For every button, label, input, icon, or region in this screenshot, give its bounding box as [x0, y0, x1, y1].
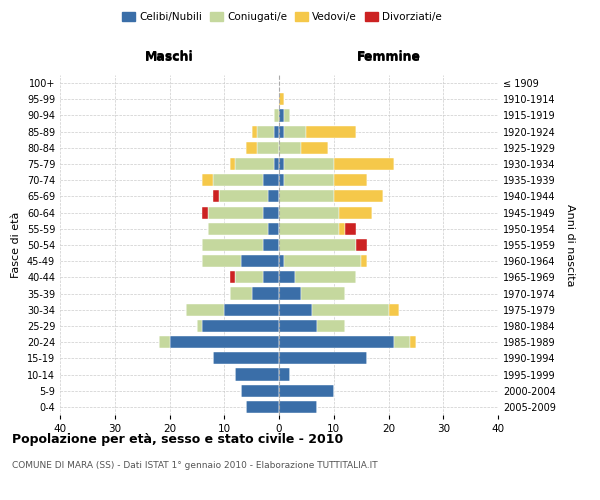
- Bar: [279, 126, 284, 138]
- Bar: [317, 320, 344, 332]
- Bar: [394, 336, 410, 348]
- Bar: [389, 304, 400, 316]
- Bar: [279, 288, 301, 300]
- Bar: [361, 255, 367, 268]
- Bar: [312, 304, 389, 316]
- Bar: [410, 336, 416, 348]
- Text: Maschi: Maschi: [145, 50, 194, 64]
- Bar: [295, 272, 356, 283]
- Bar: [214, 190, 219, 202]
- Bar: [279, 239, 356, 251]
- Text: Femmine: Femmine: [356, 50, 421, 64]
- Bar: [219, 190, 268, 202]
- Bar: [257, 126, 274, 138]
- Bar: [279, 190, 334, 202]
- Bar: [279, 142, 301, 154]
- Bar: [279, 174, 284, 186]
- Bar: [251, 126, 257, 138]
- Bar: [246, 142, 257, 154]
- Bar: [230, 272, 235, 283]
- Bar: [279, 272, 295, 283]
- Bar: [241, 384, 279, 397]
- Bar: [279, 401, 317, 413]
- Bar: [158, 336, 169, 348]
- Bar: [202, 206, 208, 218]
- Bar: [230, 158, 235, 170]
- Bar: [235, 272, 263, 283]
- Bar: [214, 352, 279, 364]
- Y-axis label: Fasce di età: Fasce di età: [11, 212, 21, 278]
- Bar: [279, 110, 284, 122]
- Bar: [246, 401, 279, 413]
- Bar: [279, 93, 284, 106]
- Bar: [202, 174, 214, 186]
- Bar: [279, 255, 284, 268]
- Bar: [263, 174, 279, 186]
- Bar: [356, 239, 367, 251]
- Bar: [274, 158, 279, 170]
- Bar: [279, 368, 290, 380]
- Bar: [235, 158, 274, 170]
- Bar: [339, 206, 372, 218]
- Bar: [169, 336, 279, 348]
- Bar: [334, 174, 367, 186]
- Bar: [274, 110, 279, 122]
- Bar: [208, 222, 268, 235]
- Y-axis label: Anni di nascita: Anni di nascita: [565, 204, 575, 286]
- Bar: [202, 255, 241, 268]
- Legend: Celibi/Nubili, Coniugati/e, Vedovi/e, Divorziati/e: Celibi/Nubili, Coniugati/e, Vedovi/e, Di…: [118, 8, 446, 26]
- Bar: [345, 222, 356, 235]
- Bar: [334, 190, 383, 202]
- Bar: [307, 126, 356, 138]
- Text: COMUNE DI MARA (SS) - Dati ISTAT 1° gennaio 2010 - Elaborazione TUTTITALIA.IT: COMUNE DI MARA (SS) - Dati ISTAT 1° genn…: [12, 460, 377, 469]
- Bar: [214, 174, 263, 186]
- Bar: [224, 304, 279, 316]
- Bar: [263, 206, 279, 218]
- Bar: [284, 126, 307, 138]
- Bar: [208, 206, 263, 218]
- Text: Maschi: Maschi: [145, 50, 194, 62]
- Bar: [257, 142, 279, 154]
- Bar: [284, 174, 334, 186]
- Bar: [279, 320, 317, 332]
- Bar: [279, 222, 339, 235]
- Text: Femmine: Femmine: [356, 50, 421, 62]
- Bar: [241, 255, 279, 268]
- Bar: [202, 320, 279, 332]
- Bar: [202, 239, 263, 251]
- Bar: [284, 255, 361, 268]
- Bar: [279, 384, 334, 397]
- Bar: [186, 304, 224, 316]
- Bar: [301, 142, 328, 154]
- Bar: [284, 110, 290, 122]
- Bar: [263, 272, 279, 283]
- Bar: [284, 158, 334, 170]
- Bar: [197, 320, 202, 332]
- Bar: [339, 222, 345, 235]
- Text: Popolazione per età, sesso e stato civile - 2010: Popolazione per età, sesso e stato civil…: [12, 432, 343, 446]
- Bar: [279, 206, 339, 218]
- Bar: [230, 288, 251, 300]
- Bar: [334, 158, 394, 170]
- Bar: [274, 126, 279, 138]
- Bar: [279, 352, 367, 364]
- Bar: [279, 336, 394, 348]
- Bar: [235, 368, 279, 380]
- Bar: [263, 239, 279, 251]
- Bar: [268, 190, 279, 202]
- Bar: [279, 158, 284, 170]
- Bar: [301, 288, 344, 300]
- Bar: [268, 222, 279, 235]
- Bar: [279, 304, 312, 316]
- Bar: [251, 288, 279, 300]
